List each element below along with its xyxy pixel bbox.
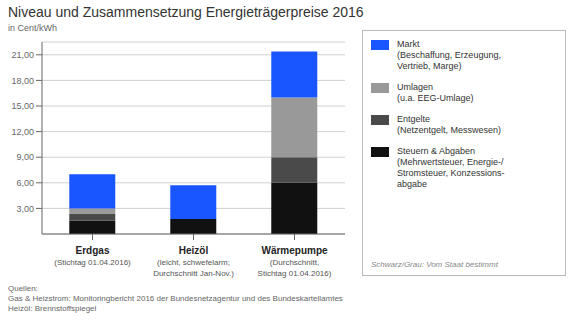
html-text:in Cent/kWh: in Cent/kWh [8,23,57,33]
html-text:Entgelte (Netzentgelt, Messwes: Entgelte (Netzentgelt, Messwesen) [397,114,501,135]
svg-text:Wärmepumpe(Durchschnitt,Sticht: Wärmepumpe(Durchschnitt,Stichtag 01.04.2… [258,245,332,278]
svg-text:21,00: 21,00 [11,50,34,60]
svg-text:12,00: 12,00 [11,127,34,137]
html-text:Steuern & Abgaben (Mehrwertste: Steuern & Abgaben (Mehrwertsteuer, Energ… [397,146,505,189]
html-text:Heizöl: Brennstoffspiegel: Heizöl: Brennstoffspiegel [8,304,97,313]
html-text:Umlagen (u.a. EEG-Umlage): Umlagen (u.a. EEG-Umlage) [397,82,474,103]
svg-text:6,00: 6,00 [16,178,34,188]
svg-text:18,00: 18,00 [11,76,34,86]
html-text:Schwarz/Grau: Vom Staat bestim: Schwarz/Grau: Vom Staat bestimmt [371,260,498,269]
svg-text:9,00: 9,00 [16,152,34,162]
html-text:Gas & Heizstrom: Monitoringber: Gas & Heizstrom: Monitoringbericht 2016 … [8,294,343,303]
svg-text:3,00: 3,00 [16,204,34,214]
svg-text:15,00: 15,00 [11,101,34,111]
html-text:Quellen:: Quellen: [8,284,38,293]
html-text:Markt (Beschaffung, Erzeugung,: Markt (Beschaffung, Erzeugung, Vertrieb,… [397,39,501,71]
svg-text:Erdgas(Stichtag 01.04.2016): Erdgas(Stichtag 01.04.2016) [54,245,131,267]
svg-text:Heizöl(leicht, schwefelarm;Dur: Heizöl(leicht, schwefelarm;Durchschnitt … [153,245,234,278]
html-text:Niveau und Zusammensetzung Ene: Niveau und Zusammensetzung Energieträger… [8,4,364,20]
